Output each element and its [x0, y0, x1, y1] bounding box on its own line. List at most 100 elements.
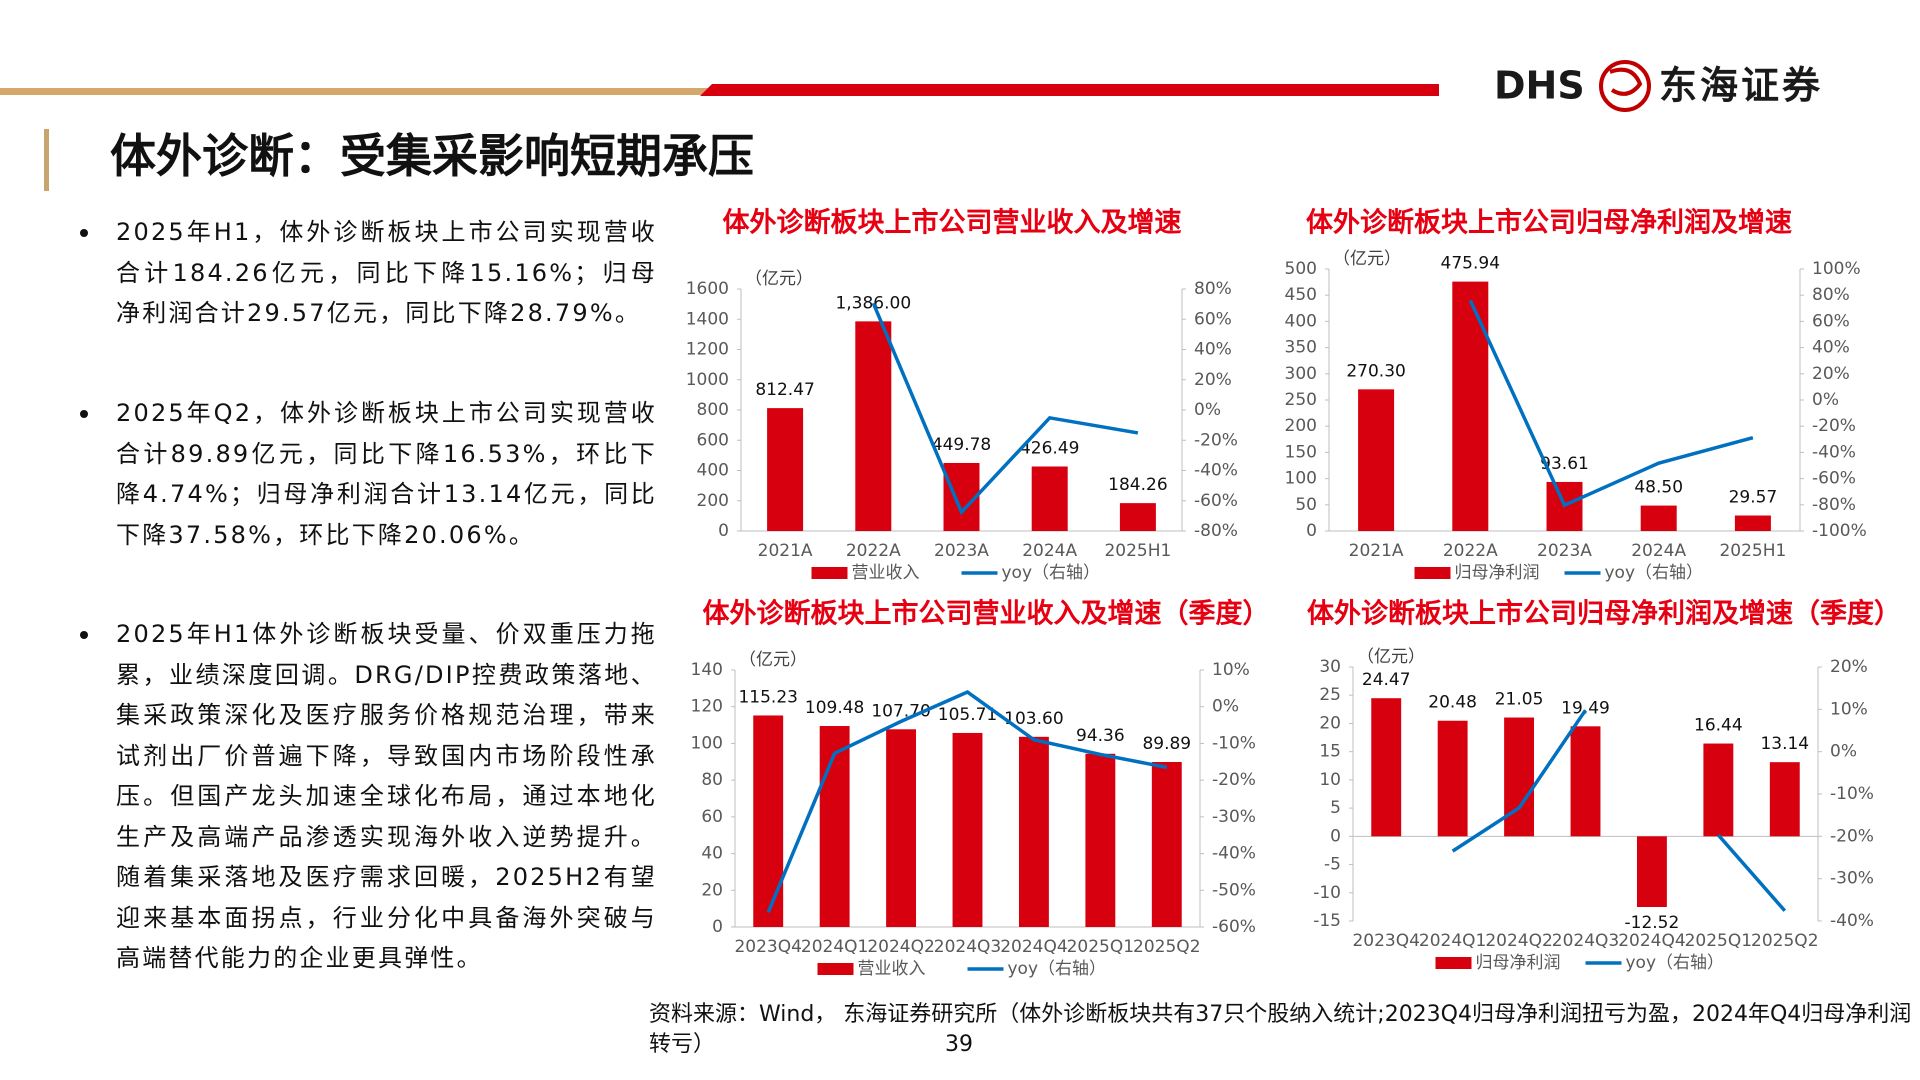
- y2-tick-label: -10%: [1830, 784, 1874, 804]
- y-tick-label: 0: [712, 917, 723, 937]
- chart-title: 体外诊断板块上市公司营业收入及增速（季度）: [703, 598, 1270, 630]
- x-tick-label: 2025Q2: [1751, 931, 1818, 951]
- x-tick-label: 2024Q1: [801, 937, 868, 957]
- y-tick-label: 500: [1285, 259, 1317, 279]
- data-label: 270.30: [1346, 361, 1405, 381]
- bullet: 2025年Q2，体外诊断板块上市公司实现营收合计89.89亿元，同比下降16.5…: [80, 393, 657, 555]
- y2-tick-label: -20%: [1212, 770, 1256, 790]
- line: [871, 302, 1139, 516]
- y2-tick-label: 0%: [1812, 390, 1839, 410]
- y-tick-label: 40: [701, 844, 723, 864]
- y-tick-label: 120: [691, 697, 723, 717]
- y-tick-label: 1000: [686, 370, 729, 390]
- logo-icon-dragon: [1609, 67, 1643, 96]
- y-axis-label: （亿元）: [739, 650, 807, 670]
- x-tick-label: 2024Q2: [1485, 931, 1552, 951]
- legend-label: yoy（右轴）: [1002, 563, 1101, 583]
- legend-label: yoy（右轴）: [1626, 953, 1725, 973]
- bar: [1085, 753, 1116, 927]
- y-tick-label: 0: [718, 521, 729, 541]
- y2-tick-label: -60%: [1194, 491, 1238, 511]
- y-tick-label: 15: [1319, 742, 1341, 762]
- legend-swatch: [817, 963, 854, 975]
- y-tick-label: 100: [691, 733, 723, 753]
- y-tick-label: 0: [1330, 826, 1341, 846]
- y-tick-label: 30: [1319, 657, 1341, 677]
- y2-tick-label: -60%: [1212, 917, 1256, 937]
- x-tick-label: 2022A: [1443, 541, 1498, 561]
- data-label: 812.47: [755, 380, 814, 400]
- data-label: 426.49: [1020, 438, 1079, 458]
- data-label: 89.89: [1142, 734, 1191, 754]
- bullet: 2025年H1，体外诊断板块上市公司实现营收合计184.26亿元，同比下降15.…: [80, 212, 657, 334]
- y-tick-label: 50: [1295, 495, 1317, 515]
- y-tick-label: 400: [1285, 311, 1317, 331]
- y2-tick-label: -40%: [1212, 844, 1256, 864]
- bar: [1371, 698, 1402, 837]
- x-tick-label: 2024A: [1631, 541, 1686, 561]
- data-label: 19.49: [1561, 698, 1610, 718]
- chart-title: 体外诊断板块上市公司归母净利润及增速: [1306, 207, 1792, 239]
- y2-tick-label: -40%: [1830, 911, 1874, 931]
- y2-tick-label: 40%: [1194, 340, 1232, 360]
- y-tick-label: 150: [1285, 442, 1317, 462]
- y2-tick-label: 80%: [1812, 285, 1850, 305]
- y2-tick-label: -80%: [1194, 521, 1238, 541]
- data-label: 48.50: [1634, 478, 1683, 498]
- y-tick-label: 0: [1306, 521, 1317, 541]
- data-label: 115.23: [738, 687, 797, 707]
- data-label: 184.26: [1108, 475, 1167, 495]
- y2-tick-label: 0%: [1212, 697, 1239, 717]
- x-tick-label: 2024Q4: [1618, 931, 1685, 951]
- x-tick-label: 2023A: [934, 541, 989, 561]
- y-tick-label: 1400: [686, 309, 729, 329]
- x-tick-label: 2024Q3: [1552, 931, 1619, 951]
- y-tick-label: 20: [701, 880, 723, 900]
- logo-cn: 东海证券: [1659, 64, 1823, 108]
- bar: [1437, 720, 1468, 837]
- bar: [1031, 466, 1068, 531]
- data-label: 94.36: [1076, 726, 1125, 746]
- y2-tick-label: 20%: [1830, 657, 1868, 677]
- y-tick-label: 25: [1319, 685, 1341, 705]
- y2-tick-label: -40%: [1812, 442, 1856, 462]
- logo-en: DHS: [1494, 64, 1585, 108]
- x-tick-label: 2024Q1: [1419, 931, 1486, 951]
- data-label: 109.48: [805, 698, 864, 718]
- x-tick-label: 2024Q3: [934, 937, 1001, 957]
- chart-title: 体外诊断板块上市公司归母净利润及增速（季度）: [1307, 598, 1901, 630]
- y-tick-label: 140: [691, 660, 723, 680]
- legend-swatch: [811, 567, 848, 579]
- y2-tick-label: 10%: [1212, 660, 1250, 680]
- bar: [819, 726, 850, 927]
- chart-title: 体外诊断板块上市公司营业收入及增速: [723, 207, 1182, 239]
- bar: [767, 408, 804, 531]
- bar: [952, 732, 983, 927]
- data-label: 29.57: [1729, 488, 1778, 508]
- bar: [1358, 389, 1395, 531]
- y2-tick-label: 100%: [1812, 259, 1861, 279]
- bullet-text: 2025年H1体外诊断板块受量、价双重压力拖累，业绩深度回调。DRG/DIP控费…: [116, 620, 657, 972]
- bar: [855, 321, 892, 531]
- data-label: 24.47: [1362, 670, 1411, 690]
- y-tick-label: 350: [1285, 338, 1317, 358]
- y2-tick-label: 80%: [1194, 279, 1232, 299]
- y2-tick-label: 40%: [1812, 338, 1850, 358]
- data-label: -12.52: [1625, 913, 1680, 933]
- x-tick-label: 2025Q1: [1067, 937, 1134, 957]
- y2-tick-label: 20%: [1194, 370, 1232, 390]
- bar: [1769, 762, 1800, 837]
- logo-icon: [1599, 60, 1651, 112]
- data-label: 16.44: [1694, 716, 1743, 736]
- y-axis-label: （亿元）: [745, 269, 813, 289]
- x-tick-label: 2024Q2: [867, 937, 934, 957]
- header-bar-red: [700, 84, 1439, 96]
- data-label: 93.61: [1540, 454, 1589, 474]
- y-tick-label: 400: [697, 461, 729, 481]
- header-bar-tan: [0, 88, 712, 95]
- y2-tick-label: -10%: [1212, 733, 1256, 753]
- data-label: 475.94: [1441, 254, 1500, 274]
- x-tick-label: 2023Q4: [734, 937, 801, 957]
- title-marker: [44, 129, 49, 191]
- y-tick-label: -5: [1324, 855, 1341, 875]
